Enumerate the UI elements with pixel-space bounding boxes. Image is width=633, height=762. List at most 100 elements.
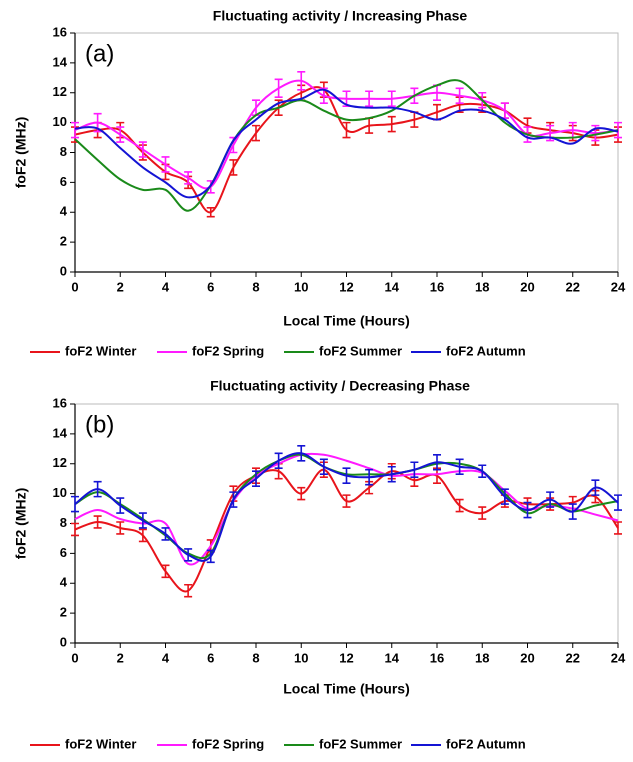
error-bar (546, 491, 555, 508)
error-bar (184, 583, 193, 598)
x-tick-label: 4 (162, 279, 170, 294)
y-tick-label: 2 (60, 605, 67, 620)
error-bar (319, 458, 328, 476)
x-tick-label: 0 (71, 279, 78, 294)
error-bar (500, 488, 509, 505)
error-bar (523, 501, 532, 519)
error-bar (274, 78, 283, 99)
x-tick-label: 14 (385, 650, 400, 665)
x-tick-label: 24 (611, 279, 626, 294)
error-bar (93, 480, 102, 498)
x-tick-label: 6 (207, 650, 214, 665)
error-bar (614, 494, 622, 511)
subplot: Fluctuating activity / Increasing Phase (… (13, 8, 626, 359)
error-bar (387, 465, 396, 483)
error-bar (71, 495, 79, 513)
error-bar (387, 115, 396, 133)
x-tick-label: 24 (611, 650, 626, 665)
error-bar (161, 564, 170, 579)
legend-label: foF2 Autumn (446, 343, 526, 358)
error-bar (252, 470, 260, 487)
x-axis-label: Local Time (Hours) (283, 313, 410, 329)
error-bar (184, 171, 193, 185)
plot-frame (74, 403, 619, 644)
error-bar (71, 522, 79, 537)
chart-title: Fluctuating activity / Decreasing Phase (210, 378, 470, 394)
x-tick-label: 12 (339, 650, 353, 665)
error-bar (297, 486, 306, 501)
error-bar (229, 491, 238, 508)
chart-title: Fluctuating activity / Increasing Phase (213, 8, 468, 24)
x-tick-label: 4 (162, 650, 170, 665)
error-bar (342, 121, 351, 139)
error-bar (478, 464, 487, 478)
error-bar (206, 206, 215, 218)
error-bar (161, 156, 170, 173)
x-tick-label: 16 (430, 650, 444, 665)
error-bar (116, 521, 125, 535)
error-bar (387, 90, 396, 107)
error-bar (252, 124, 260, 142)
error-bar (297, 445, 306, 462)
error-bar (568, 503, 577, 520)
panel-label: (b) (85, 411, 114, 438)
y-tick-label: 14 (53, 54, 68, 69)
error-bar (455, 498, 464, 513)
y-tick-label: 4 (60, 204, 68, 219)
y-tick-label: 12 (53, 84, 67, 99)
error-bar (297, 71, 306, 91)
x-tick-label: 14 (385, 279, 400, 294)
y-axis-label: foF2 (MHz) (13, 117, 29, 189)
x-tick-label: 20 (520, 279, 534, 294)
y-tick-label: 16 (53, 395, 67, 410)
error-bar (138, 528, 147, 543)
y-tick-label: 12 (53, 455, 67, 470)
error-bar (365, 468, 374, 486)
error-bar (138, 141, 147, 158)
error-bar (138, 512, 147, 529)
error-bar (591, 479, 600, 496)
legend-label: foF2 Spring (192, 343, 264, 358)
error-bar (206, 549, 215, 564)
error-bar (342, 494, 351, 508)
error-bar (500, 102, 509, 119)
error-bar (455, 458, 464, 476)
error-bar (116, 126, 125, 143)
legend-label: foF2 Spring (192, 736, 264, 751)
y-tick-label: 10 (53, 485, 67, 500)
error-bar (116, 497, 125, 514)
error-bar (365, 90, 374, 107)
y-tick-label: 6 (60, 174, 67, 189)
error-bar (93, 515, 102, 529)
series-line (74, 79, 619, 212)
legend-label: foF2 Summer (319, 343, 402, 358)
y-tick-label: 0 (60, 634, 67, 649)
error-bar (229, 159, 238, 176)
x-tick-label: 2 (117, 650, 124, 665)
subplot: Fluctuating activity / Decreasing Phase (… (13, 378, 626, 752)
error-bar (410, 461, 419, 478)
x-tick-label: 0 (71, 650, 78, 665)
legend-label: foF2 Summer (319, 736, 402, 751)
legend-label: foF2 Autumn (446, 736, 526, 751)
y-tick-label: 8 (60, 515, 67, 530)
legend-label: foF2 Winter (65, 343, 136, 358)
x-tick-label: 22 (566, 650, 580, 665)
error-bar (342, 467, 351, 484)
error-bar (161, 527, 170, 541)
x-axis-label: Local Time (Hours) (283, 681, 410, 697)
error-bar (71, 121, 79, 139)
y-tick-label: 0 (60, 263, 67, 278)
x-tick-label: 6 (207, 279, 214, 294)
panel-label: (a) (85, 40, 114, 67)
y-tick-label: 4 (60, 575, 68, 590)
y-tick-label: 16 (53, 24, 67, 39)
y-tick-label: 6 (60, 545, 67, 560)
x-tick-label: 8 (252, 279, 259, 294)
y-tick-label: 8 (60, 144, 67, 159)
y-tick-label: 14 (53, 425, 68, 440)
x-tick-label: 18 (475, 650, 489, 665)
series-line (74, 468, 619, 593)
error-bar (614, 521, 622, 535)
